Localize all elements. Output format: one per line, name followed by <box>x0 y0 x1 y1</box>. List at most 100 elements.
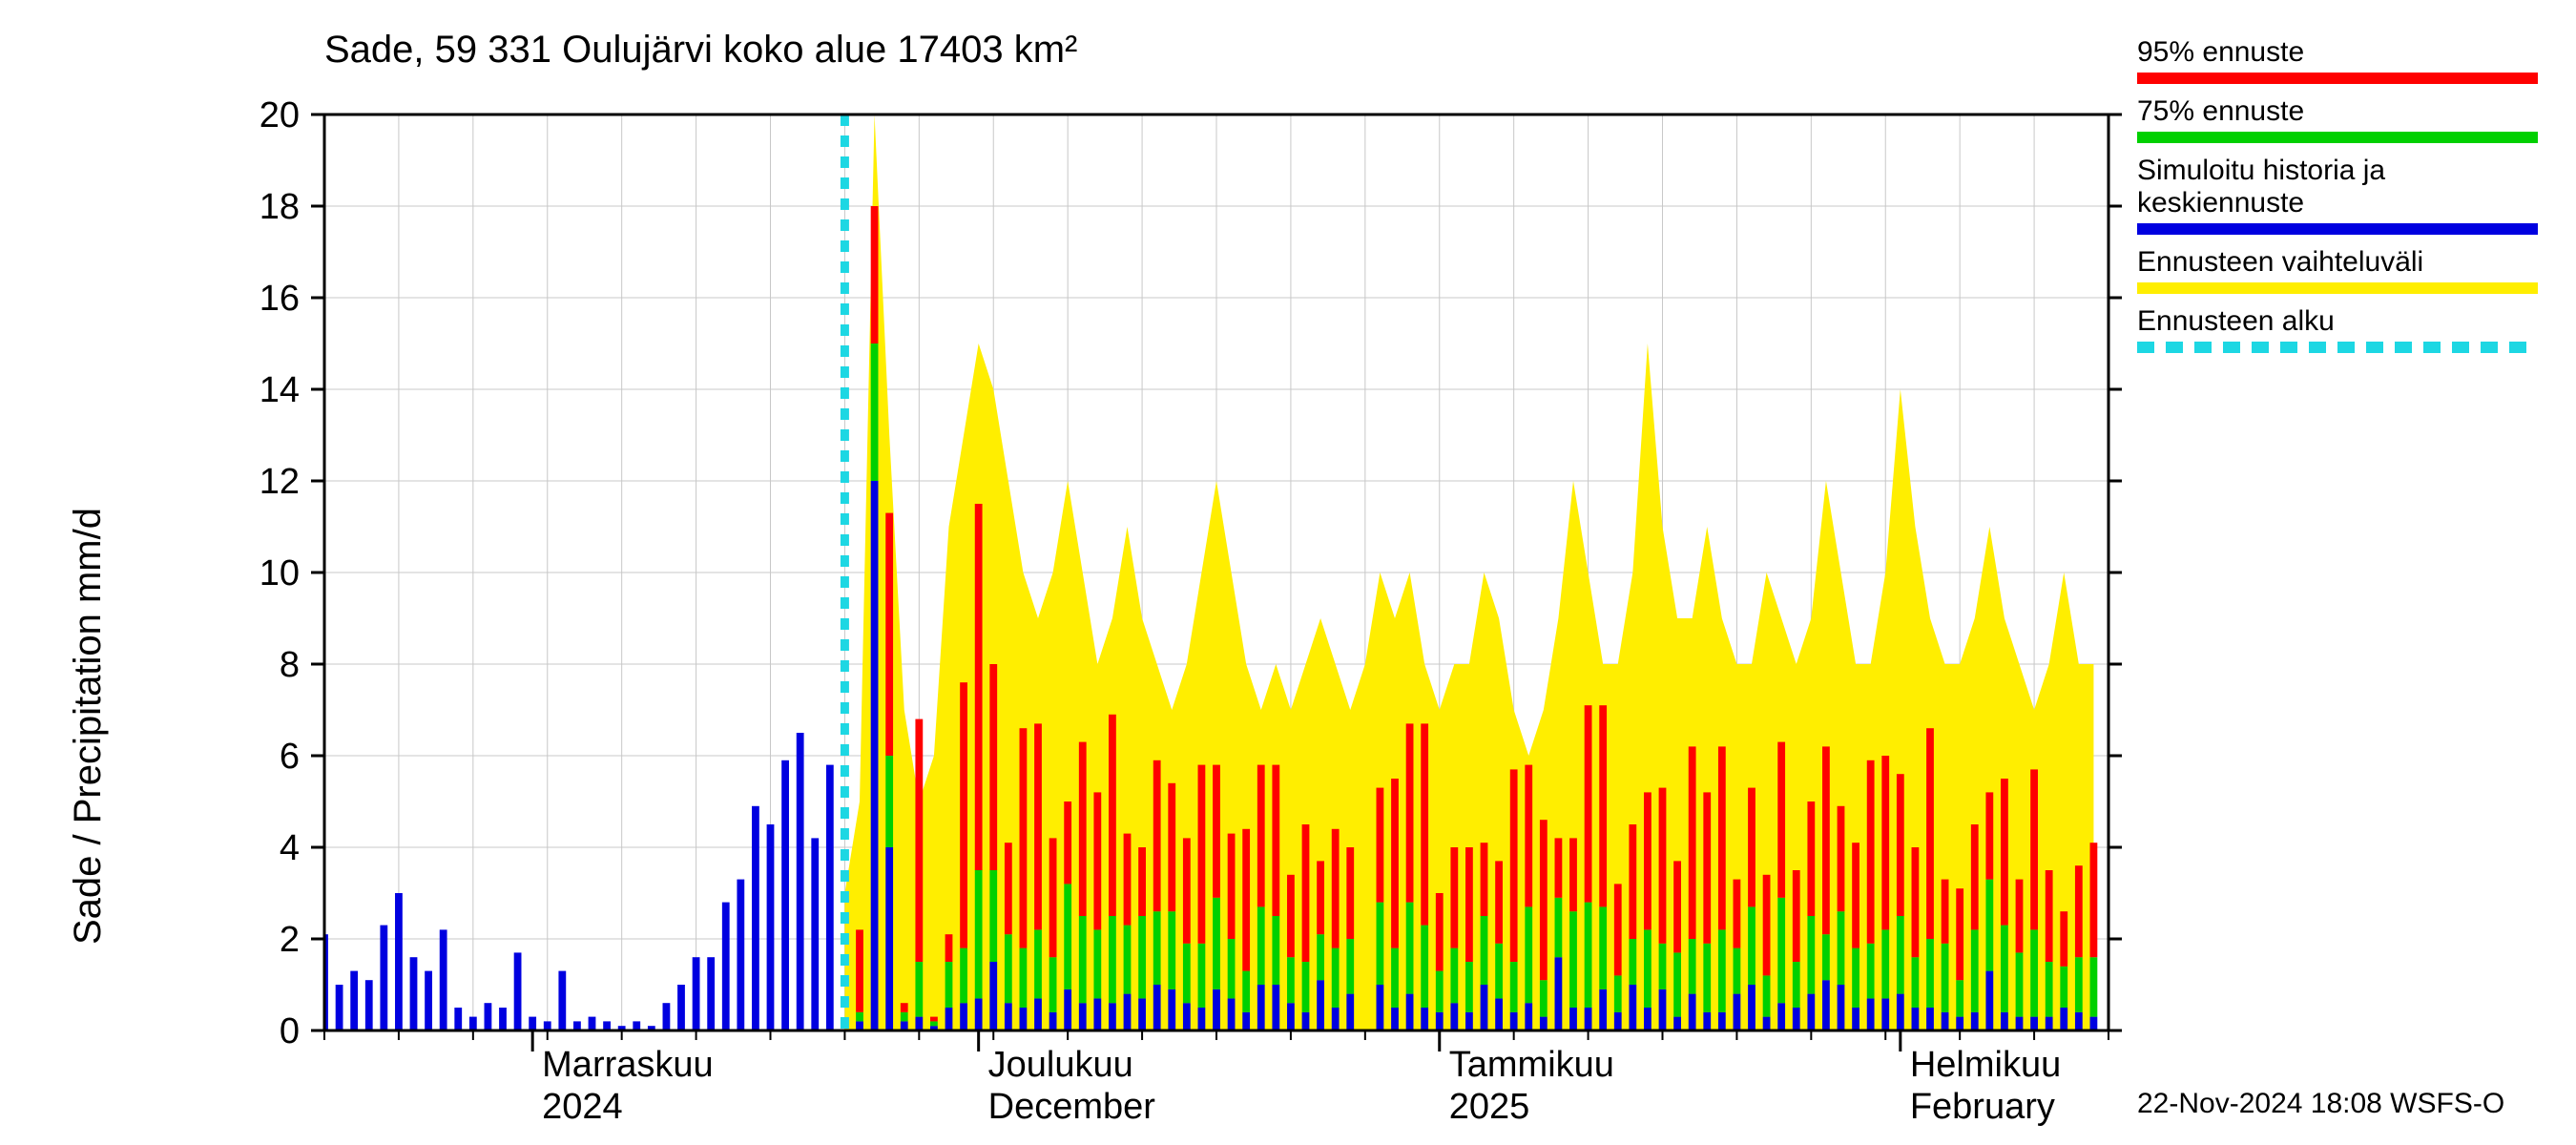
bar-green <box>1079 916 1087 1003</box>
bar-blue <box>693 957 700 1030</box>
bar-green <box>1555 898 1563 957</box>
bar-blue <box>1377 985 1384 1030</box>
bar-blue <box>2046 1017 2053 1030</box>
bar-red <box>2016 880 2024 953</box>
y-tick-label: 6 <box>280 737 300 777</box>
bar-blue <box>365 980 373 1030</box>
bar-blue <box>1495 998 1503 1030</box>
bar-red <box>989 664 997 870</box>
bar-green <box>1881 929 1889 998</box>
bar-green <box>1064 884 1071 989</box>
bar-green <box>1228 939 1236 998</box>
bar-blue <box>485 1003 492 1030</box>
bar-green <box>1450 948 1458 1004</box>
bar-blue <box>1242 1012 1250 1030</box>
bar-blue <box>1093 998 1101 1030</box>
bar-green <box>1272 916 1279 985</box>
bar-blue <box>1510 1012 1518 1030</box>
bar-blue <box>707 957 715 1030</box>
bar-blue <box>1703 1012 1711 1030</box>
bar-green <box>1718 929 1726 1011</box>
bar-red <box>2001 779 2008 926</box>
bar-blue <box>529 1017 536 1030</box>
bar-red <box>1450 847 1458 948</box>
x-tick-label: December <box>988 1087 1156 1127</box>
bar-red <box>1481 843 1488 916</box>
bar-blue <box>2075 1012 2083 1030</box>
y-tick-label: 4 <box>280 828 300 868</box>
bar-blue <box>1079 1003 1087 1030</box>
bar-green <box>975 870 983 998</box>
bar-green <box>1168 911 1175 989</box>
bar-red <box>1956 888 1963 980</box>
bar-red <box>1198 765 1206 944</box>
bar-green <box>1391 948 1399 1008</box>
bar-green <box>1659 944 1667 989</box>
bar-red <box>1971 824 1979 929</box>
bar-red <box>1689 746 1696 939</box>
bar-red <box>1614 884 1622 975</box>
bar-blue <box>2030 1017 2038 1030</box>
bar-green <box>871 344 879 481</box>
bar-green <box>1124 926 1132 994</box>
bar-blue <box>1183 1003 1191 1030</box>
bar-blue <box>1807 994 1815 1030</box>
bar-green <box>1614 975 1622 1011</box>
bar-blue <box>1198 1008 1206 1030</box>
bar-red <box>856 929 863 1011</box>
bar-blue <box>1540 1017 1548 1030</box>
bar-red <box>1912 847 1920 957</box>
bar-blue <box>1272 985 1279 1030</box>
bar-blue <box>1421 1008 1428 1030</box>
bar-green <box>1748 906 1755 985</box>
bar-green <box>1510 962 1518 1012</box>
bar-red <box>1644 792 1652 929</box>
bar-red <box>1064 802 1071 884</box>
legend-label: 95% ennuste <box>2137 36 2304 68</box>
bar-red <box>1302 824 1310 962</box>
bar-blue <box>1124 994 1132 1030</box>
bar-blue <box>1406 994 1414 1030</box>
bar-red <box>1822 746 1830 934</box>
bar-blue <box>1956 1017 1963 1030</box>
bar-red <box>960 682 967 947</box>
bar-red <box>930 1017 938 1022</box>
bar-green <box>1481 916 1488 985</box>
bar-green <box>1629 939 1636 985</box>
bar-red <box>2075 865 2083 957</box>
bar-blue <box>1138 998 1146 1030</box>
bar-green <box>1421 926 1428 1008</box>
bar-red <box>1228 834 1236 939</box>
bar-red <box>975 504 983 870</box>
bar-green <box>989 870 997 962</box>
bar-blue <box>1614 1012 1622 1030</box>
bar-blue <box>1926 1008 1934 1030</box>
bar-blue <box>410 957 418 1030</box>
bar-blue <box>1777 1003 1785 1030</box>
y-tick-label: 2 <box>280 920 300 960</box>
y-tick-label: 20 <box>260 95 300 135</box>
bar-red <box>1838 806 1845 911</box>
bar-green <box>1956 980 1963 1016</box>
bar-red <box>1569 838 1577 911</box>
x-tick-label: Marraskuu <box>542 1045 714 1085</box>
bar-green <box>1540 980 1548 1016</box>
bar-red <box>1093 792 1101 929</box>
bar-blue <box>989 962 997 1030</box>
bar-green <box>1525 906 1532 1003</box>
bar-red <box>1659 788 1667 944</box>
bar-blue <box>1881 998 1889 1030</box>
bar-blue <box>425 971 432 1030</box>
bar-blue <box>336 985 343 1030</box>
bar-red <box>1718 746 1726 929</box>
bar-blue <box>1332 1008 1340 1030</box>
bar-red <box>1406 723 1414 902</box>
bar-blue <box>1569 1008 1577 1030</box>
bar-green <box>1971 929 1979 1011</box>
bar-green <box>960 948 967 1004</box>
bar-green <box>1242 971 1250 1012</box>
bar-green <box>901 1012 908 1022</box>
bar-green <box>2030 929 2038 1016</box>
bar-green <box>1644 929 1652 1008</box>
bar-blue <box>514 952 522 1030</box>
